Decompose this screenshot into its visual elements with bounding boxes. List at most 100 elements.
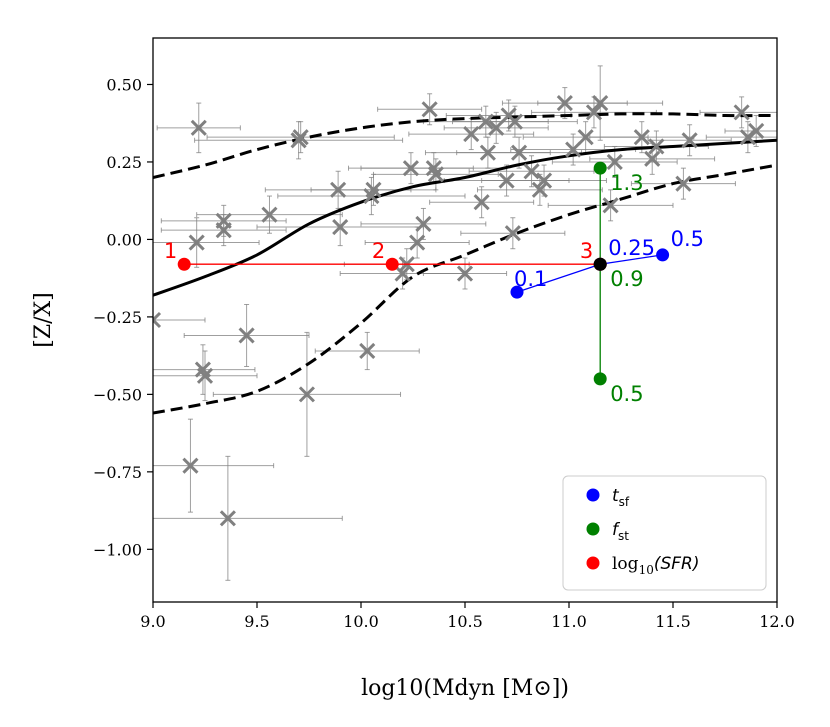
annotation-sfr: 1 — [164, 239, 177, 263]
series-marker-fst — [593, 161, 607, 175]
x-tick-label: 9.5 — [244, 612, 269, 631]
x-tick-label: 10.5 — [447, 612, 483, 631]
model-curve-lower — [153, 163, 777, 415]
observed-point — [577, 129, 594, 146]
legend-box — [562, 475, 767, 591]
observed-point — [427, 166, 444, 183]
x-axis-label: log10(Mdyn [M⊙]) — [361, 676, 569, 701]
observed-point — [535, 172, 553, 189]
observed-point — [531, 181, 548, 198]
observed-point — [506, 113, 523, 130]
observed-points — [153, 95, 765, 527]
annotation-tsf: 0.1 — [514, 267, 547, 291]
legend-label-sfr: log10(SFR) — [612, 554, 700, 577]
observed-point — [332, 218, 349, 236]
series-marker-sfr — [385, 257, 399, 271]
observed-point — [681, 132, 698, 149]
annotation-tsf: 0.25 — [608, 236, 655, 260]
observed-point — [394, 265, 411, 282]
observed-point — [648, 138, 665, 155]
observed-point — [592, 95, 609, 112]
y-tick-label: 0.25 — [106, 153, 142, 172]
observed-point — [585, 104, 603, 121]
annotation-fst: 1.3 — [610, 171, 643, 195]
observed-point — [633, 129, 650, 146]
observed-point — [215, 222, 232, 239]
observed-point — [463, 126, 480, 143]
observed-point — [644, 150, 661, 167]
series-marker-sfr — [177, 257, 191, 271]
y-tick-label: −0.25 — [93, 308, 142, 327]
y-tick-label: −1.00 — [93, 540, 142, 559]
observed-point — [188, 234, 205, 251]
observed-point — [365, 181, 382, 198]
y-tick-label: 0.00 — [106, 230, 142, 249]
y-axis: 0.50 0.25 0.00 −0.25 −0.50 −0.75 −1.00 — [93, 75, 153, 559]
model-curves — [153, 112, 777, 415]
observed-point — [402, 160, 419, 177]
observed-point — [196, 367, 214, 384]
series-marker-fst — [593, 372, 607, 386]
observed-point — [415, 215, 432, 232]
observed-point — [511, 144, 528, 161]
observed-point — [477, 113, 494, 130]
observed-point — [261, 206, 278, 223]
observed-point — [473, 194, 490, 211]
annotation-sfr: 3 — [580, 239, 593, 263]
observed-point — [219, 510, 236, 527]
reference-point — [593, 257, 607, 271]
x-tick-label: 11.5 — [655, 612, 691, 631]
observed-point — [153, 311, 162, 329]
legend-marker-fst — [586, 522, 600, 536]
x-axis: 9.0 9.5 10.0 10.5 11.0 11.5 12.0 — [140, 602, 795, 631]
observed-point — [523, 163, 540, 180]
observed-point — [675, 175, 692, 192]
parameter-series — [177, 161, 670, 386]
observed-point — [504, 225, 521, 242]
y-axis-label: [Z/X] — [31, 292, 56, 348]
legend-marker-sfr — [586, 556, 600, 570]
observed-point — [292, 129, 309, 146]
observed-point — [748, 122, 765, 140]
observed-point — [238, 327, 255, 344]
observed-point — [182, 457, 199, 474]
series-marker-tsf — [656, 248, 670, 262]
observed-point — [359, 342, 376, 360]
observed-point — [479, 144, 496, 161]
legend: tsf fst log10(SFR) — [562, 475, 767, 591]
annotation-tsf: 0.5 — [671, 227, 704, 251]
legend-marker-tsf — [586, 488, 600, 502]
annotation-fst: 0.9 — [610, 267, 643, 291]
model-curve-upper — [153, 112, 777, 179]
observed-point — [421, 101, 438, 118]
annotation-fst: 0.5 — [610, 382, 643, 406]
point-annotations: 0.1 0.25 0.5 0.5 0.9 1.3 1 2 3 — [164, 171, 704, 406]
observed-point — [565, 141, 582, 158]
observed-point — [298, 386, 315, 403]
observed-point — [739, 129, 756, 146]
observed-point — [330, 181, 347, 198]
x-tick-label: 11.0 — [551, 612, 587, 631]
model-curve-median — [153, 138, 777, 297]
observed-point — [190, 119, 207, 136]
observed-point — [456, 265, 474, 282]
y-tick-label: −0.50 — [93, 385, 142, 404]
y-tick-label: −0.75 — [93, 463, 142, 482]
observed-point — [409, 234, 426, 251]
legend-label-tsf: tsf — [612, 486, 630, 509]
x-tick-label: 12.0 — [759, 612, 795, 631]
observed-point — [733, 104, 750, 121]
legend-label-fst: fst — [612, 520, 629, 543]
y-tick-label: 0.50 — [106, 75, 142, 94]
series-marker-tsf — [510, 285, 524, 299]
observed-point — [488, 119, 505, 136]
x-tick-label: 9.0 — [140, 612, 165, 631]
observed-point — [602, 197, 619, 214]
observed-point — [606, 153, 623, 171]
observed-point — [498, 172, 515, 189]
annotation-sfr: 2 — [372, 239, 385, 263]
x-tick-label: 10.0 — [343, 612, 379, 631]
observed-point — [556, 95, 573, 112]
